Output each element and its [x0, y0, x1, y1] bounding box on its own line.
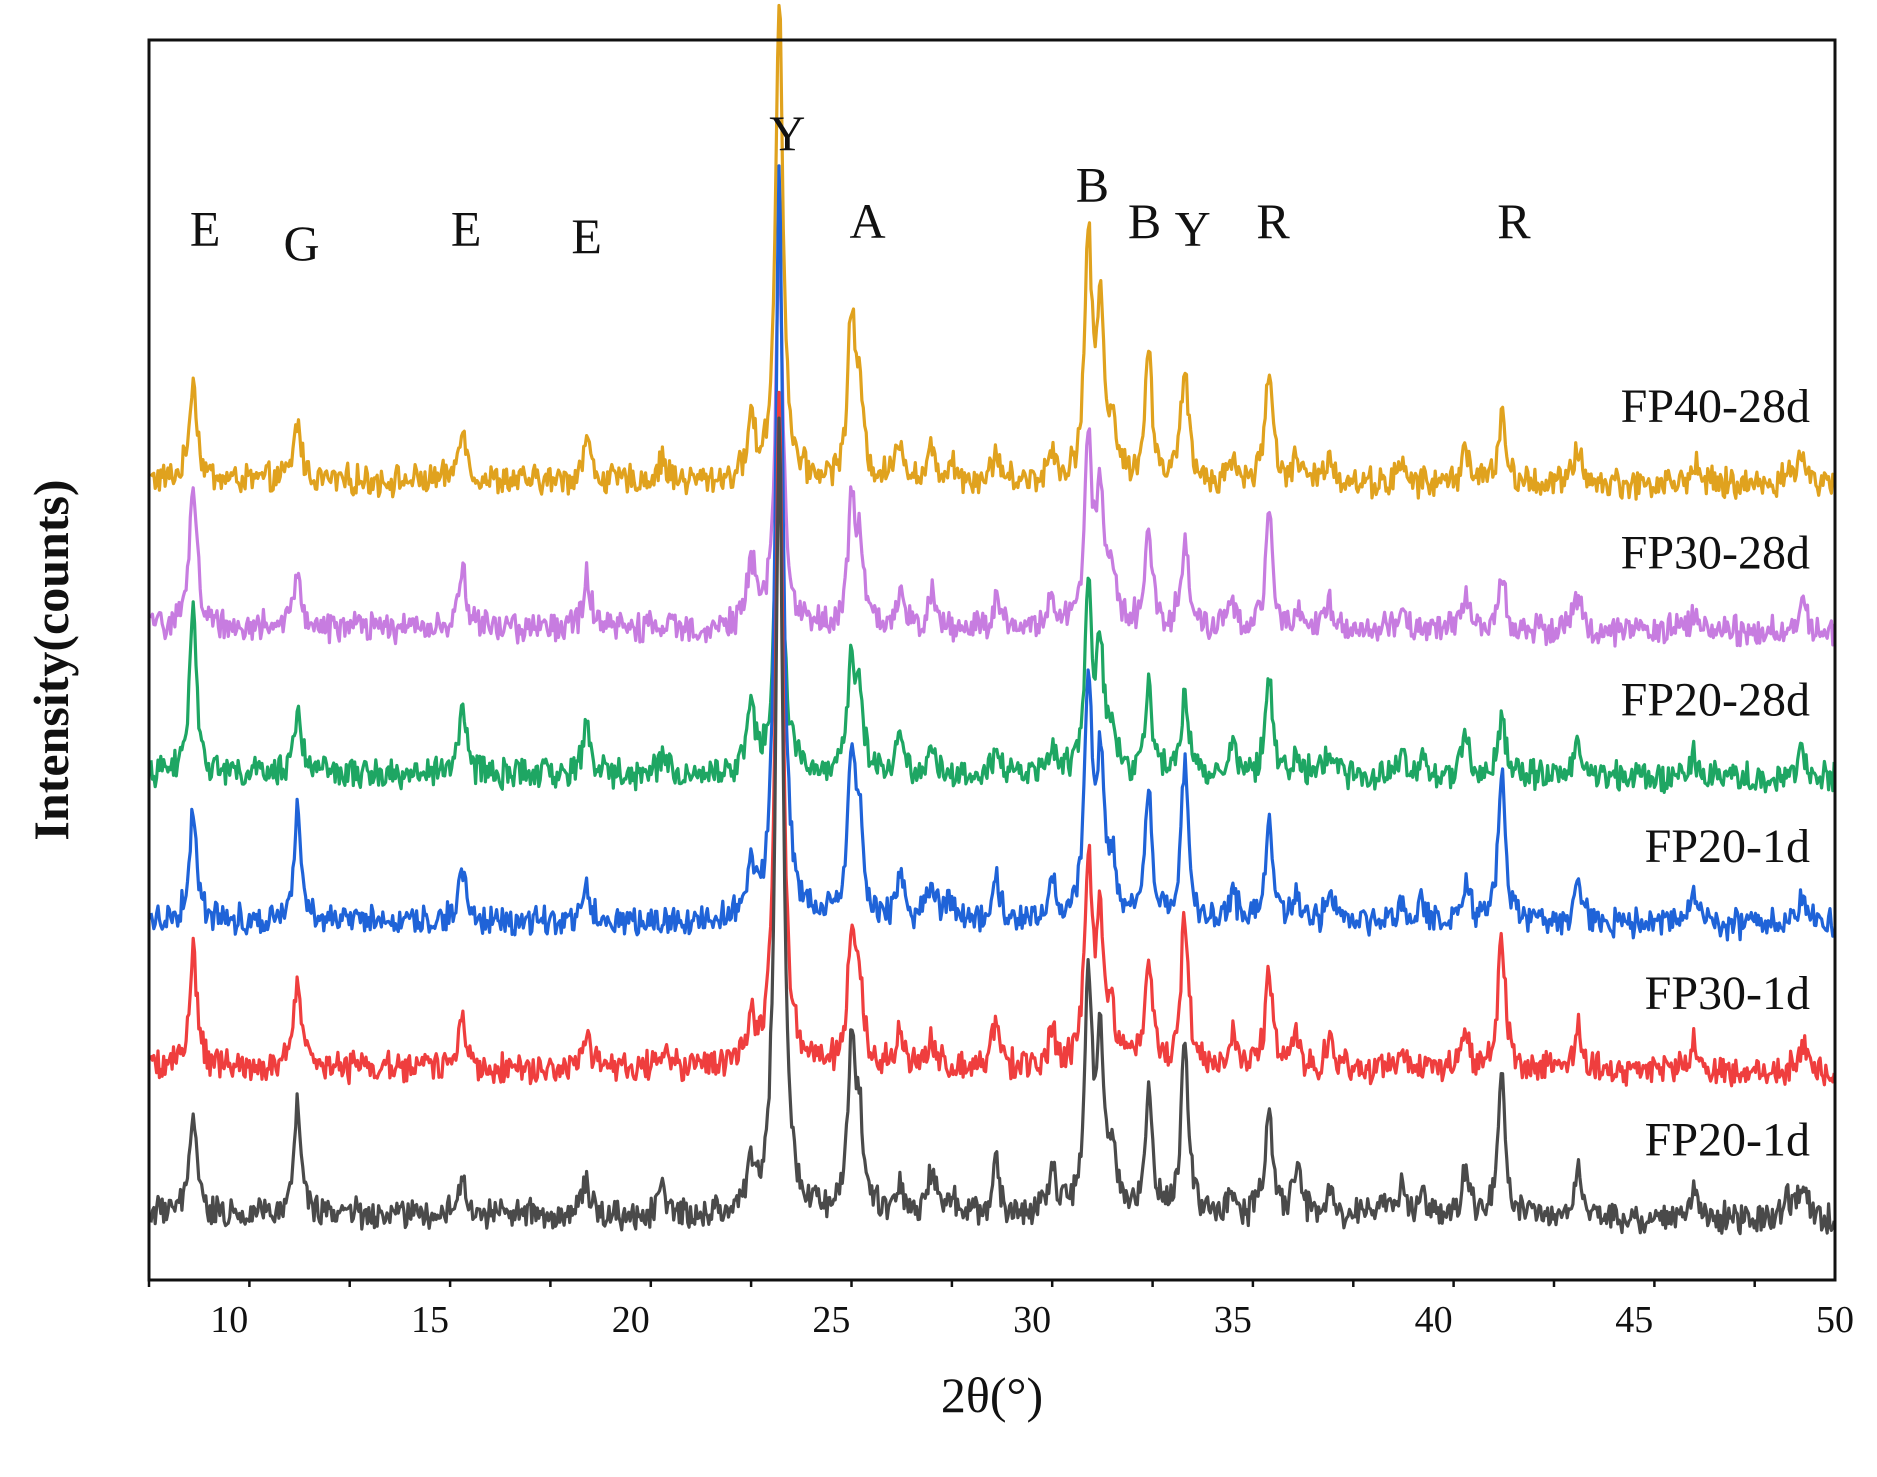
- peak-label: Y: [1175, 200, 1211, 256]
- series-label: FP30-1d: [1645, 967, 1810, 1020]
- x-tick-label: 25: [812, 1299, 850, 1341]
- peak-label: R: [1497, 193, 1531, 249]
- series-line-fp20-1d-5: [149, 416, 1836, 1236]
- x-tick-label: 35: [1214, 1299, 1252, 1341]
- peak-label: A: [850, 193, 886, 249]
- peak-label: R: [1256, 193, 1290, 249]
- series-label: FP20-1d: [1645, 820, 1810, 873]
- series-label: FP30-28d: [1621, 527, 1810, 580]
- peak-label: G: [283, 215, 319, 271]
- series-line-fp20-28d-2: [149, 416, 1836, 795]
- plot-frame: [147, 38, 1837, 1282]
- series-label: FP20-1d: [1645, 1114, 1810, 1167]
- x-tick-label: 50: [1816, 1299, 1854, 1341]
- series-label: FP40-28d: [1621, 380, 1810, 433]
- peak-label: E: [571, 208, 602, 264]
- series-line-fp20-1d-3: [149, 164, 1836, 942]
- x-axis: 10 15 20 25 30 35 40 45 50: [147, 1280, 1854, 1341]
- x-tick-label: 20: [612, 1299, 650, 1341]
- x-tick-label: 10: [210, 1299, 248, 1341]
- x-axis-label: 2θ(°): [941, 1367, 1043, 1423]
- series-line-fp40-28d-0: [149, 3, 1836, 501]
- series-line-fp30-1d-4: [149, 390, 1836, 1088]
- x-tick-label: 30: [1013, 1299, 1051, 1341]
- series-line-fp30-28d-1: [149, 249, 1836, 648]
- series-label: FP20-28d: [1621, 673, 1810, 726]
- peak-label: Y: [769, 105, 805, 161]
- y-axis-label: Intensity(counts): [23, 479, 79, 840]
- x-tick-label: 45: [1615, 1299, 1653, 1341]
- plot-area: FP40-28d FP30-28d FP20-28d FP20-1d FP30-1d FP…: [149, 3, 1836, 1236]
- peak-label: E: [451, 200, 482, 256]
- peak-label: E: [190, 200, 221, 256]
- x-tick-label: 40: [1415, 1299, 1453, 1341]
- x-tick-label: 15: [411, 1299, 449, 1341]
- peak-label: B: [1076, 156, 1109, 212]
- peak-label: B: [1128, 193, 1161, 249]
